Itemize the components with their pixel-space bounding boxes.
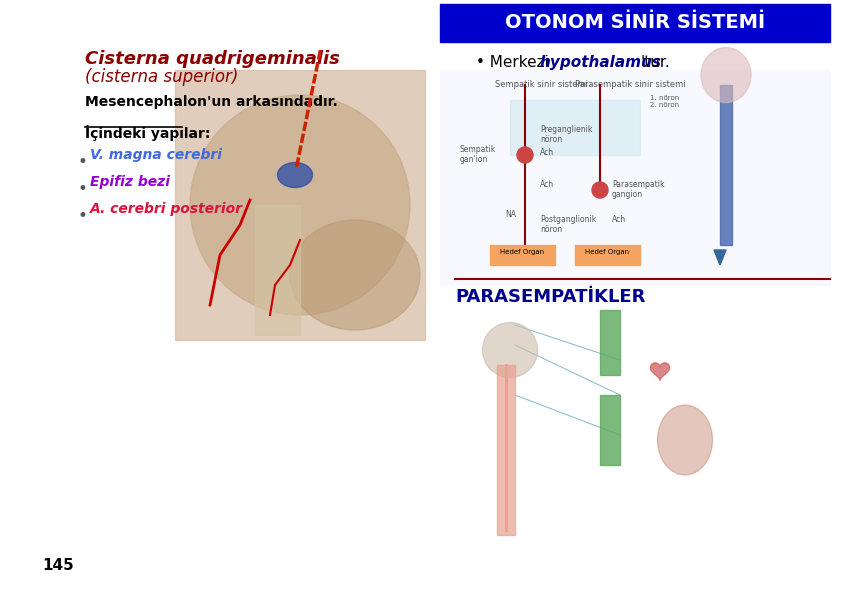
Text: İçindeki yapılar:: İçindeki yapılar:: [85, 125, 210, 141]
Ellipse shape: [278, 162, 312, 187]
Text: A. cerebri posterior: A. cerebri posterior: [90, 202, 243, 216]
Bar: [600, 310, 620, 375]
Text: Mesencephalon'un arkasındadır.: Mesencephalon'un arkasındadır.: [85, 95, 338, 109]
Bar: [497, 365, 515, 535]
Polygon shape: [714, 250, 726, 265]
Bar: [720, 85, 732, 245]
Text: •: •: [78, 153, 88, 171]
Text: hypothalamus: hypothalamus: [540, 55, 662, 70]
Text: OTONOM SİNİR SİSTEMİ: OTONOM SİNİR SİSTEMİ: [505, 14, 765, 33]
Bar: [255, 205, 300, 335]
Bar: [440, 70, 830, 285]
Text: Parasempatik sinir sistemi: Parasempatik sinir sistemi: [575, 80, 685, 89]
Bar: [490, 245, 555, 265]
Bar: [510, 100, 640, 155]
Text: Ach: Ach: [612, 215, 626, 224]
Text: 145: 145: [42, 558, 74, 573]
Text: 1. nöron
2. nöron: 1. nöron 2. nöron: [650, 95, 679, 108]
Text: Sempatik
gan'ion: Sempatik gan'ion: [460, 145, 496, 164]
Text: (cisterna superior): (cisterna superior): [85, 68, 238, 86]
Ellipse shape: [658, 405, 712, 475]
Text: NA: NA: [505, 210, 516, 219]
Bar: [175, 70, 425, 340]
Bar: [0, 0, 430, 595]
Ellipse shape: [290, 220, 420, 330]
Text: Postganglionik
nöron: Postganglionik nöron: [540, 215, 596, 234]
Ellipse shape: [482, 322, 537, 377]
Text: Epifiz bezi: Epifiz bezi: [90, 175, 170, 189]
Bar: [575, 245, 640, 265]
Text: Ach: Ach: [540, 148, 554, 157]
Text: Sempatik sinir sistemi: Sempatik sinir sistemi: [495, 80, 588, 89]
Text: Ach: Ach: [540, 180, 554, 189]
Ellipse shape: [190, 95, 410, 315]
Bar: [430, 0, 842, 595]
Polygon shape: [650, 363, 669, 380]
Bar: [440, 4, 830, 42]
Bar: [600, 395, 620, 465]
Text: 'tur.: 'tur.: [641, 55, 671, 70]
Text: Parasempatik
gangion: Parasempatik gangion: [612, 180, 664, 199]
Text: Cisterna quadrigeminalis: Cisterna quadrigeminalis: [85, 50, 340, 68]
Circle shape: [592, 182, 608, 198]
Text: •: •: [78, 207, 88, 225]
Circle shape: [517, 147, 533, 163]
Text: •: •: [78, 180, 88, 198]
Ellipse shape: [701, 48, 751, 102]
Text: • Merkezi: • Merkezi: [476, 55, 554, 70]
Text: Preganglienik
nöron: Preganglienik nöron: [540, 125, 593, 145]
Text: V. magna cerebri: V. magna cerebri: [90, 148, 222, 162]
Text: PARASEMPATİKLER: PARASEMPATİKLER: [455, 288, 645, 306]
Text: Hedef Organ: Hedef Organ: [585, 249, 629, 255]
Text: Hedef Organ: Hedef Organ: [500, 249, 544, 255]
